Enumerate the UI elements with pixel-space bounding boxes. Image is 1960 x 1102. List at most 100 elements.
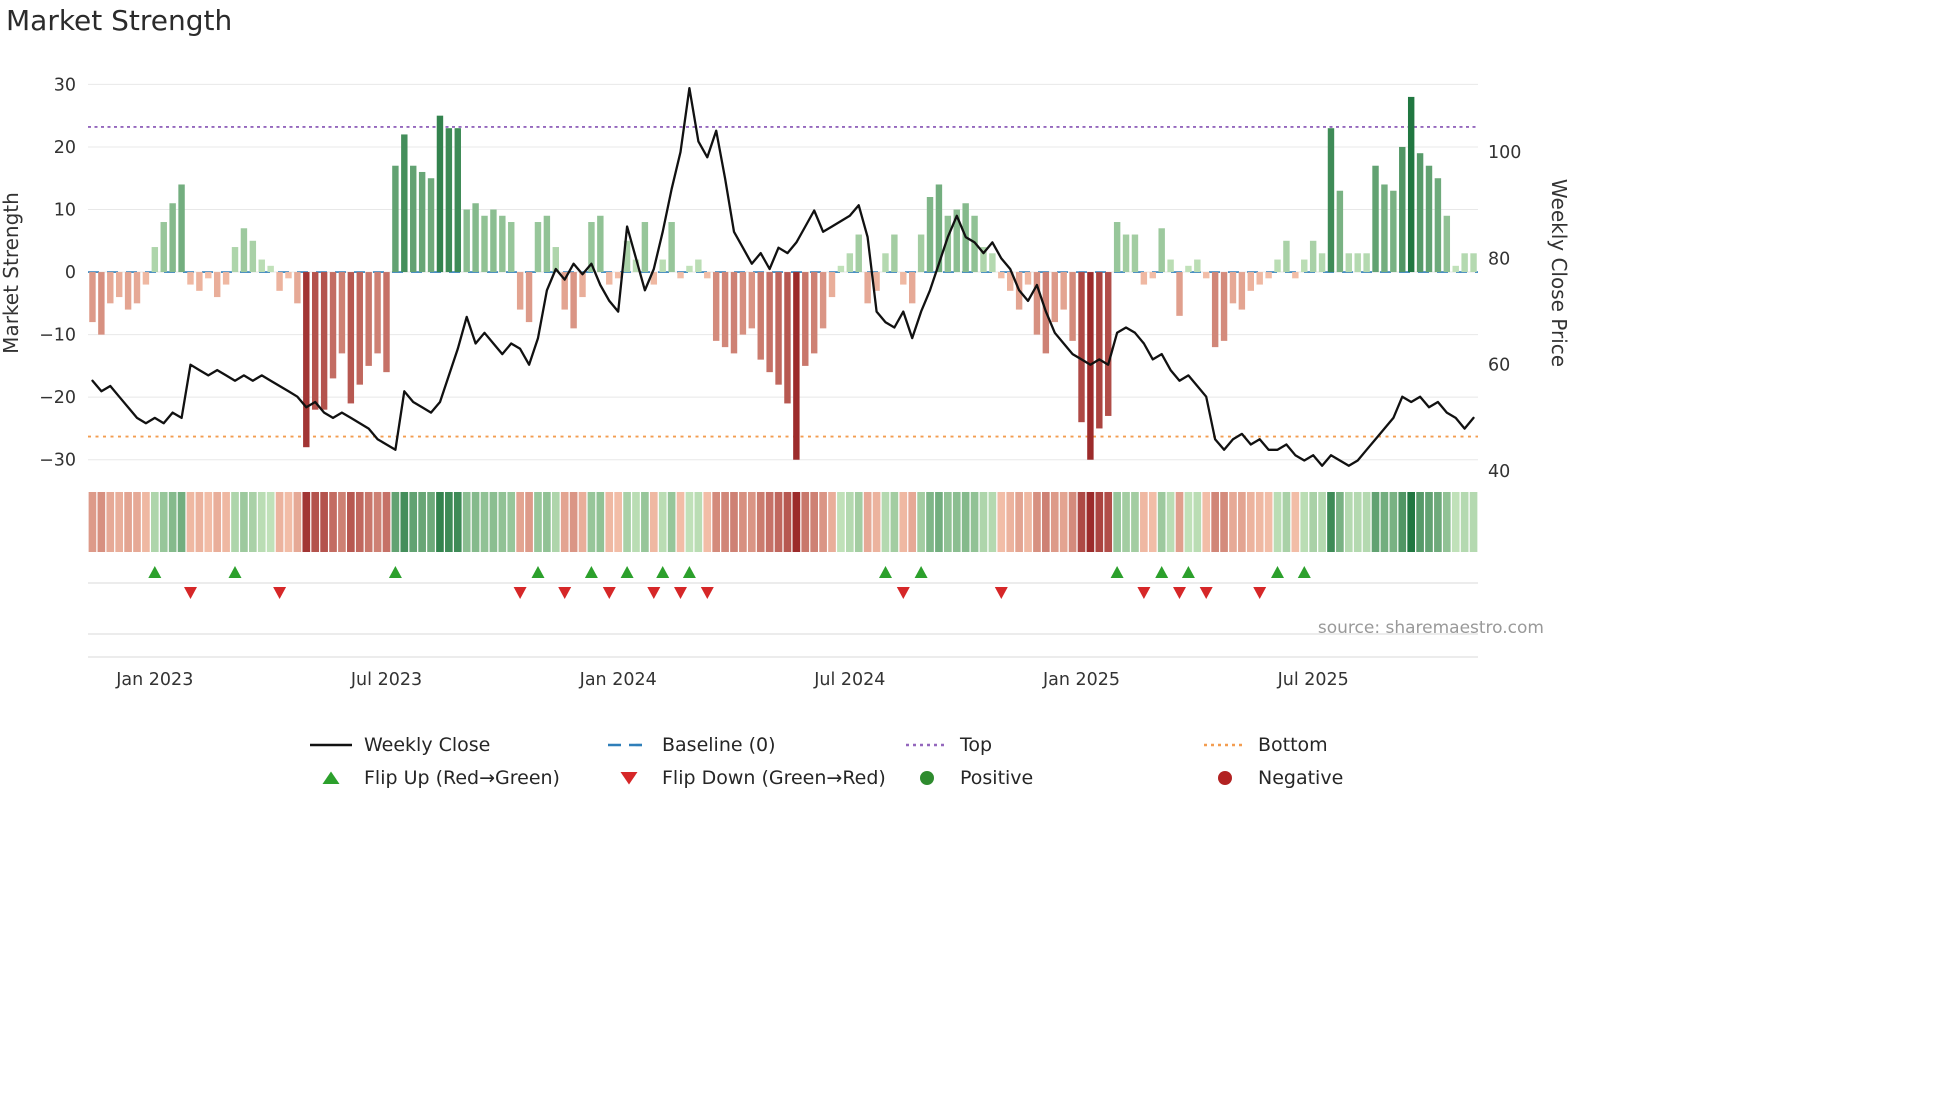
strength-bar [1069,272,1076,341]
heatmap-cell [436,492,444,552]
strength-bar [276,272,283,291]
strength-bar [1203,272,1210,279]
heatmap-cell [1353,492,1362,552]
strength-bar [953,209,960,273]
flip-up-marker-icon [656,566,670,578]
heatmap-cell [1238,492,1246,552]
heatmap-cell [186,492,195,552]
heatmap-cell [213,492,222,552]
strength-bar [1301,259,1308,273]
strength-bar [1327,128,1335,273]
heatmap-cell [480,492,489,552]
heatmap-cell [195,492,204,552]
heatmap-cell [1068,492,1077,552]
strength-bar [748,272,756,329]
heatmap-cell [159,492,168,552]
heatmap-cell [1184,492,1193,552]
flip-up-marker-icon [584,566,598,578]
positive-dot-icon [920,771,934,785]
strength-bar [552,247,559,273]
strength-bar [775,272,782,385]
strength-bar [418,171,426,273]
strength-bar [864,272,871,304]
left-tick-label: −20 [39,388,76,408]
heatmap-cell [284,492,293,552]
strength-bar [499,215,506,273]
heatmap-cell [373,492,382,552]
strength-bar [597,215,604,273]
strength-bar [1167,259,1174,273]
heatmap-cell [1327,492,1335,552]
strength-bar [472,203,479,273]
strength-bar [445,128,453,273]
strength-bar [490,209,497,273]
heatmap-cell [605,492,614,552]
strength-bar [1434,178,1442,273]
heatmap-cell [694,492,703,552]
strength-bar [588,222,595,273]
heatmap-cell [222,492,230,552]
strength-bar [757,272,764,360]
strength-bar [810,272,818,354]
strength-bar [169,203,176,273]
heatmap-cell [623,492,631,552]
heatmap-cell [1175,492,1184,552]
strength-bar [124,272,132,310]
heatmap-cell [551,492,560,552]
strength-bar [819,272,827,329]
strength-bar [1292,272,1299,279]
x-tick-label: Jul 2024 [813,670,885,690]
heatmap-cell [1229,492,1237,552]
strength-bar [1185,265,1192,273]
legend-label: Flip Down (Green→Red) [662,767,886,789]
flip-up-marker-icon [1110,566,1124,578]
weekly-close-swatch-icon [310,743,352,747]
x-tick-label: Jan 2024 [579,670,657,690]
heatmap-cell [507,492,516,552]
strength-bar [944,215,952,273]
heatmap-cell [1104,492,1113,552]
strength-bar [249,240,257,273]
strength-bar [1087,272,1094,460]
heatmap-cell [347,492,355,552]
triangle-down-icon [620,772,638,785]
strength-bar [980,247,987,273]
strength-bar [1461,253,1468,273]
heatmap-cell [418,492,426,552]
flip-down-swatch-icon [620,772,638,785]
strength-bar [294,272,301,304]
flip-down-marker-icon [1199,587,1213,599]
strength-bar [1122,234,1130,273]
heatmap-cell [1469,492,1478,552]
heatmap-cell [1024,492,1032,552]
right-tick-label: 40 [1488,462,1510,482]
heatmap-cell [1380,492,1389,552]
legend-item-negative: Negative [1202,766,1500,790]
flip-down-marker-icon [513,587,527,599]
right-axis-title: Weekly Close Price [1547,179,1571,367]
heatmap-cell [667,492,676,552]
strength-bar [926,197,934,273]
heatmap-cell [917,492,925,552]
strength-bar [1149,272,1156,279]
flip-down-marker-icon [1173,587,1186,599]
left-tick-label: 10 [54,201,76,221]
heatmap-cell [1460,492,1469,552]
heatmap-cell [952,492,961,552]
x-tick-label: Jan 2023 [115,670,193,690]
heatmap-cell [1246,492,1255,552]
heatmap-cell [1140,492,1148,552]
heatmap-cell [1166,492,1175,552]
heatmap-cell [1122,492,1130,552]
legend-item-flip-up: Flip Up (Red→Green) [308,766,606,790]
heatmap-cell [391,492,400,552]
strength-bar [285,272,292,279]
heatmap-cell [1434,492,1442,552]
flip-up-marker-icon [914,566,928,578]
strength-bar [267,265,274,273]
strength-bar [935,184,943,273]
heatmap-cell [614,492,622,552]
strength-bar [614,272,622,279]
strength-bar [258,259,265,273]
